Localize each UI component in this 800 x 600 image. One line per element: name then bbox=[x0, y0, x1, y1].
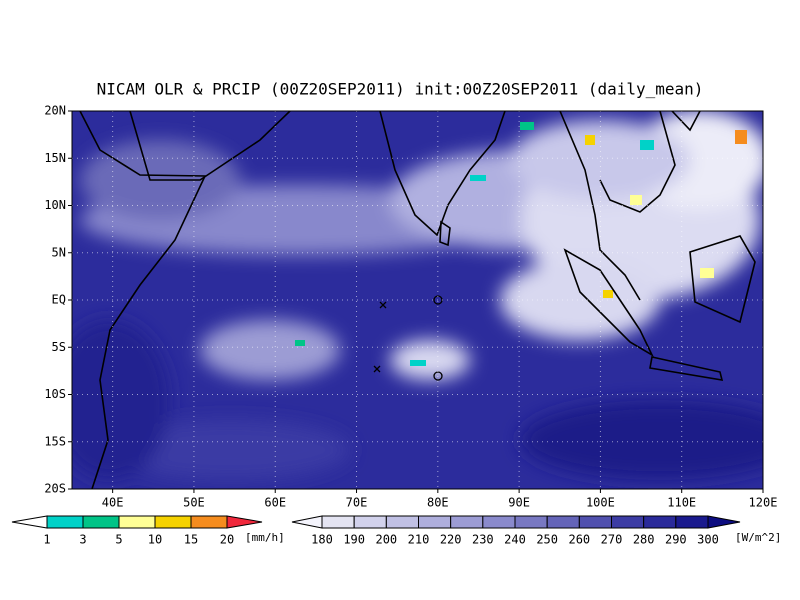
colorbar-segment bbox=[385, 515, 420, 529]
lat-tick-label: 20S bbox=[44, 482, 66, 496]
colorbar-tick-label: 190 bbox=[343, 533, 365, 547]
colorbar-tick-label: 220 bbox=[440, 533, 462, 547]
colorbar-tick-label: 260 bbox=[568, 533, 590, 547]
precip-cells bbox=[295, 122, 747, 366]
lat-tick-label: 10S bbox=[44, 387, 66, 401]
colorbar-tick-label: 3 bbox=[79, 533, 86, 547]
coastlines bbox=[79, 111, 756, 489]
lon-tick-label: 60E bbox=[264, 496, 286, 510]
lon-tick-label: 80E bbox=[427, 496, 449, 510]
colorbar-segment bbox=[675, 515, 709, 529]
colorbar-segment bbox=[82, 515, 120, 529]
lon-tick-label: 90E bbox=[508, 496, 530, 510]
lat-tick-label: 5S bbox=[52, 340, 66, 354]
colorbar-segment bbox=[611, 515, 645, 529]
colorbar-segment bbox=[46, 515, 84, 529]
colorbar-segment bbox=[643, 515, 677, 529]
grid: 40E 50E 60E 70E 80E 90E 100E 110E 120E 20N 15N 10N 5… bbox=[44, 104, 777, 510]
colorbar-segment bbox=[353, 515, 387, 529]
colorbar-segment bbox=[118, 515, 156, 529]
colorbar-segment bbox=[578, 515, 612, 529]
lon-tick-label: 70E bbox=[346, 496, 368, 510]
colorbar-tick-label: 210 bbox=[408, 533, 430, 547]
colorbar-arrow bbox=[226, 515, 263, 529]
colorbar-arrow bbox=[11, 515, 48, 529]
lat-tick-label: 15N bbox=[44, 151, 66, 165]
colorbar-arrow bbox=[707, 515, 741, 529]
colorbar-tick-label: 15 bbox=[184, 533, 198, 547]
lon-tick-label: 50E bbox=[183, 496, 205, 510]
lon-tick-label: 100E bbox=[586, 496, 615, 510]
colorbar-segment bbox=[514, 515, 548, 529]
colorbar-segment bbox=[154, 515, 192, 529]
lat-tick-label: 10N bbox=[44, 198, 66, 212]
colorbar-tick-label: 230 bbox=[472, 533, 494, 547]
lon-tick-label: 110E bbox=[667, 496, 696, 510]
colorbar-arrow bbox=[291, 515, 323, 529]
title: NICAM OLR & PRCIP (00Z20SEP2011) init:00… bbox=[97, 80, 704, 99]
colorbar-tick-label: 20 bbox=[220, 533, 234, 547]
lon-tick-label: 40E bbox=[102, 496, 124, 510]
colorbar-tick-label: 10 bbox=[148, 533, 162, 547]
colorbar-tick-label: 280 bbox=[633, 533, 655, 547]
colorbar-segment bbox=[418, 515, 452, 529]
colorbar-tick-label: 240 bbox=[504, 533, 526, 547]
colorbar-segment bbox=[546, 515, 580, 529]
colorbars: 1 3 5 10 15 20 [mm/h] 180 190 200 210 220 230 240 250 2… bbox=[11, 515, 781, 547]
colorbar-units: [mm/h] bbox=[245, 531, 285, 544]
lon-tick-label: 120E bbox=[749, 496, 778, 510]
colorbar-tick-label: 5 bbox=[115, 533, 122, 547]
colorbar-tick-label: 180 bbox=[311, 533, 333, 547]
lat-tick-label: 15S bbox=[44, 434, 66, 448]
colorbar-tick-label: 1 bbox=[43, 533, 50, 547]
colorbar-segment bbox=[321, 515, 355, 529]
colorbar-tick-label: 270 bbox=[601, 533, 623, 547]
colorbar-tick-label: 290 bbox=[665, 533, 687, 547]
cloud-field bbox=[72, 111, 763, 480]
colorbar-segment bbox=[190, 515, 228, 529]
lat-tick-label: 5N bbox=[52, 245, 66, 259]
colorbar-tick-label: 300 bbox=[697, 533, 719, 547]
colorbar-tick-label: 200 bbox=[375, 533, 397, 547]
colorbar-segment bbox=[450, 515, 484, 529]
colorbar-units: [W/m^2] bbox=[735, 531, 781, 544]
lat-tick-label: 20N bbox=[44, 104, 66, 118]
colorbar-segment bbox=[482, 515, 516, 529]
colorbar-tick-label: 250 bbox=[536, 533, 558, 547]
map-frame bbox=[71, 110, 764, 490]
lat-tick-label: EQ bbox=[52, 293, 66, 307]
